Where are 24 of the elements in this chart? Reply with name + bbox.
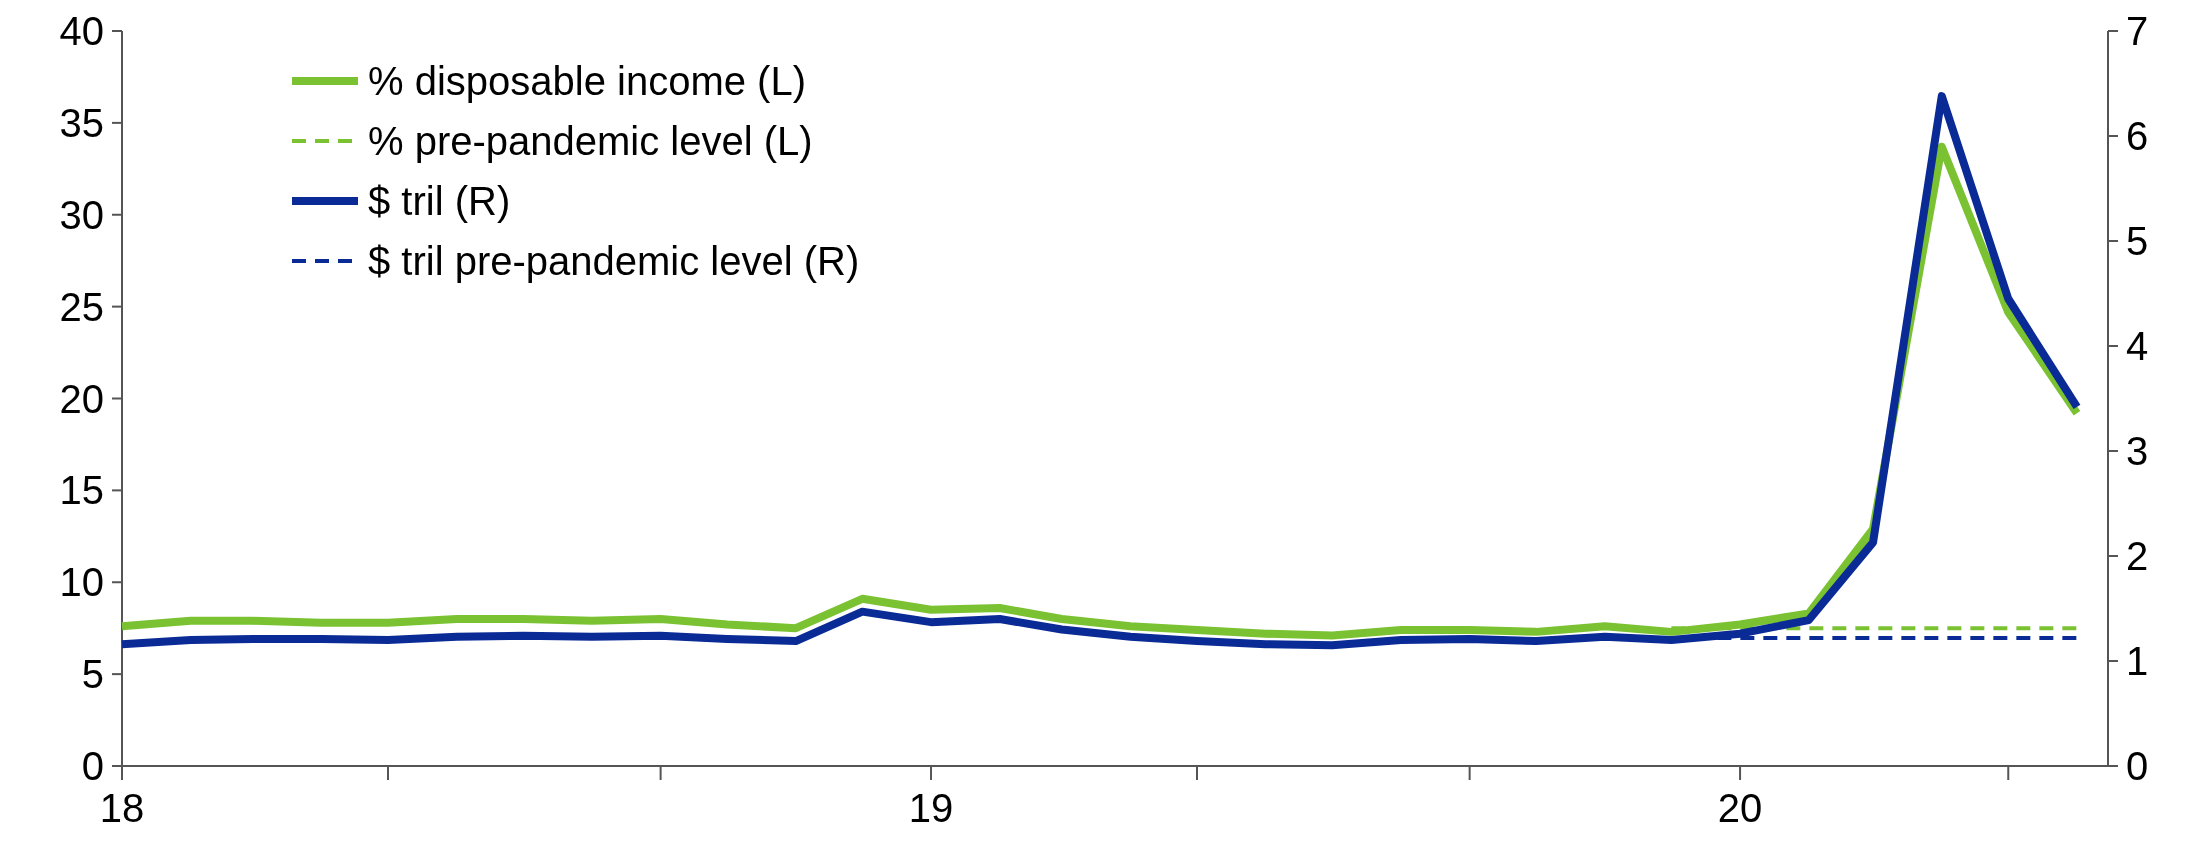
x-tick-label: 18 (99, 786, 145, 830)
y2-tick-label: 7 (2126, 9, 2149, 53)
y-tick-label: 15 (59, 468, 104, 513)
y2-tick-label: 4 (2126, 324, 2149, 368)
y2-tick-label: 6 (2126, 114, 2149, 158)
y-tick-label: 20 (59, 376, 104, 421)
x-tick-label: 19 (908, 786, 954, 830)
y2-tick-label: 2 (2126, 534, 2149, 578)
y-tick-label: 25 (59, 284, 104, 329)
y-tick-label: 0 (81, 744, 104, 788)
legend-label: % disposable income (L) (368, 59, 806, 103)
y-tick-label: 5 (81, 652, 104, 697)
legend-label: $ tril (R) (368, 179, 511, 223)
y-tick-label: 30 (59, 192, 104, 237)
y-tick-label: 35 (59, 100, 104, 145)
y2-tick-label: 5 (2126, 219, 2149, 263)
y-tick-label: 40 (59, 9, 104, 53)
y2-tick-label: 0 (2126, 744, 2149, 788)
legend-label: % pre-pandemic level (L) (368, 119, 813, 163)
x-tick-label: 20 (1717, 786, 1763, 830)
y2-tick-label: 1 (2126, 639, 2149, 683)
y2-tick-label: 3 (2126, 429, 2149, 473)
legend-label: $ tril pre-pandemic level (R) (368, 239, 860, 283)
y-tick-label: 10 (59, 560, 104, 605)
